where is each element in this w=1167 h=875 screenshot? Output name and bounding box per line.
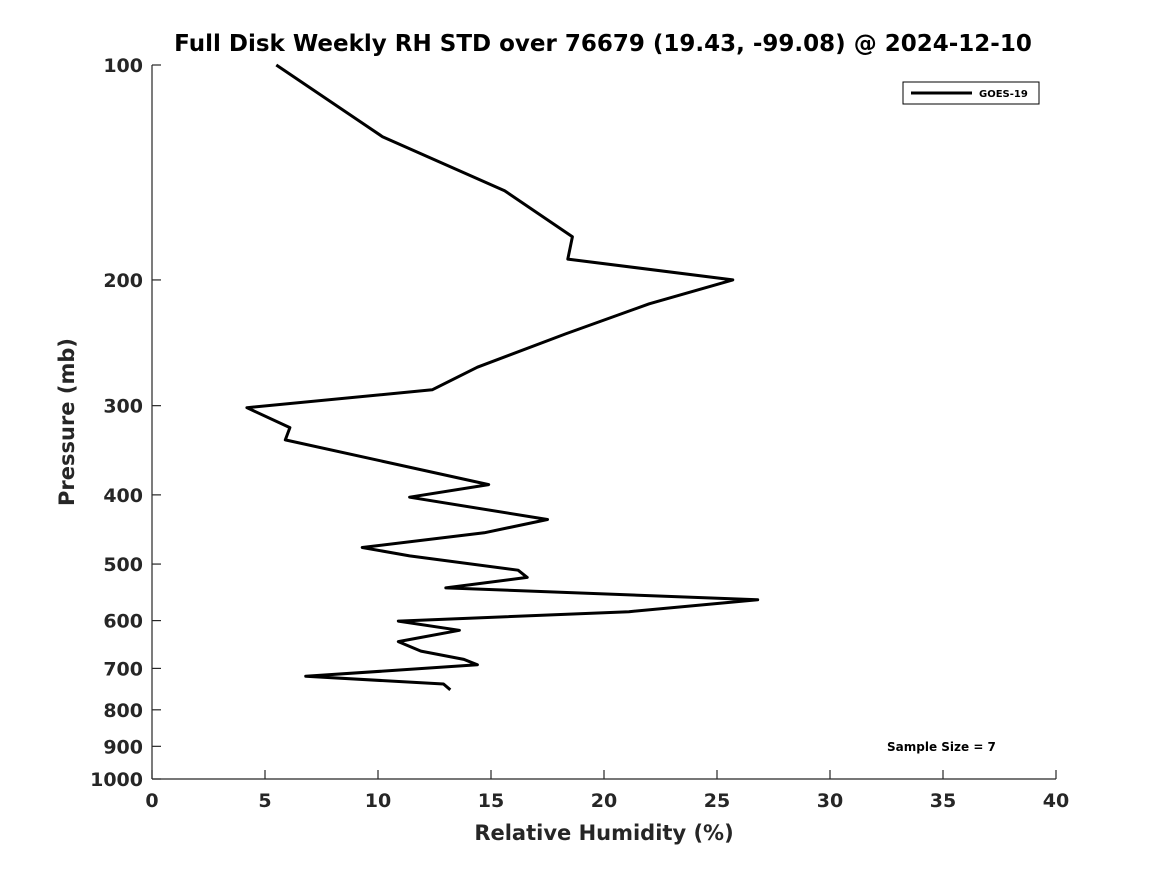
- x-axis-label: Relative Humidity (%): [474, 821, 733, 845]
- legend-label-goes-19: GOES-19: [979, 89, 1028, 100]
- x-tick-label: 10: [365, 790, 391, 812]
- y-tick-label: 600: [103, 611, 143, 633]
- x-tick-label: 40: [1043, 790, 1069, 812]
- y-tick-label: 500: [103, 554, 143, 576]
- y-tick-label: 100: [103, 55, 143, 77]
- y-tick-label: 700: [103, 658, 143, 680]
- y-tick-label: 800: [103, 700, 143, 722]
- y-tick-label: 400: [103, 485, 143, 507]
- series-line-goes-19: [245, 63, 760, 691]
- y-axis-label: Pressure (mb): [55, 338, 79, 506]
- x-tick-label: 5: [258, 790, 271, 812]
- legend: GOES-19: [902, 81, 1040, 105]
- plot-axes: [151, 65, 1056, 780]
- x-tick-label: 20: [591, 790, 617, 812]
- x-tick-label: 15: [478, 790, 504, 812]
- y-tick-label: 900: [103, 736, 143, 758]
- chart-title: Full Disk Weekly RH STD over 76679 (19.4…: [174, 31, 1032, 57]
- x-axis-ticks: 0 5 10 15 20 25 30 35 40: [145, 770, 1069, 812]
- y-axis-ticks: 100 200 300 400 500 600 700 800 900 1000: [90, 55, 161, 791]
- y-tick-label: 200: [103, 270, 143, 292]
- x-tick-label: 25: [704, 790, 730, 812]
- x-tick-label: 0: [145, 790, 158, 812]
- x-tick-label: 30: [817, 790, 843, 812]
- y-tick-label: 1000: [90, 769, 143, 791]
- x-tick-label: 35: [930, 790, 956, 812]
- sample-size-annotation: Sample Size = 7: [887, 740, 996, 754]
- y-tick-label: 300: [103, 396, 143, 418]
